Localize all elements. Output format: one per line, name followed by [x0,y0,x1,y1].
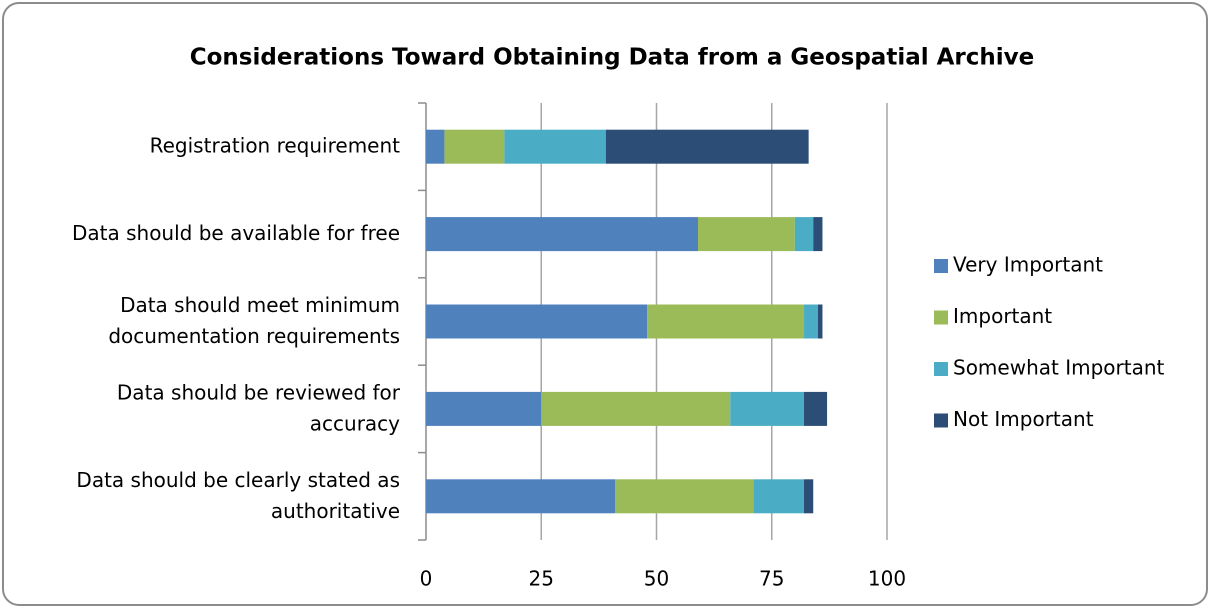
bar-segment [804,391,828,426]
bar-segment [541,391,731,426]
bar-segment [426,129,445,164]
bar-segment [426,391,542,426]
bar-segment [730,391,805,426]
bar-segment [444,129,505,164]
bar-segment [817,304,823,339]
legend-label: Not Important [953,407,1094,431]
bar-segment [697,217,795,252]
legend-label: Very Important [953,253,1103,277]
x-tick-label: 100 [868,567,906,591]
x-tick-label: 25 [529,567,554,591]
y-tick-label: Data should meet minimum documentation re… [108,293,400,348]
legend-label: Important [953,304,1052,328]
y-tick-label: Data should be clearly stated as authorit… [76,467,400,522]
legend-swatch [934,413,948,428]
bar-segment [504,129,606,164]
legend-swatch [934,259,948,273]
legend-swatch [934,362,948,376]
bar-segment [804,304,818,339]
legend-swatch [934,310,948,325]
bar-segment [804,479,814,514]
bar-segment [753,479,805,514]
chart-title: Considerations Toward Obtaining Data fro… [190,45,1035,71]
x-tick-label: 50 [644,567,669,591]
bar-segment [615,479,754,514]
bar-segment [426,304,648,339]
x-tick-label: 75 [759,567,784,591]
bar-segment [794,217,814,252]
bar-segment [647,304,805,339]
bar-segment [813,217,823,252]
x-tick-label: 0 [420,567,433,591]
y-tick-label: Registration requirement [150,133,401,157]
y-tick-label: Data should be available for free [72,221,400,245]
y-tick-label: Data should be reviewed for accuracy [117,380,401,435]
legend-label: Somewhat Important [953,356,1165,380]
bar-segment [426,217,698,252]
bar-segment [426,479,616,514]
bar-segment [605,129,809,164]
